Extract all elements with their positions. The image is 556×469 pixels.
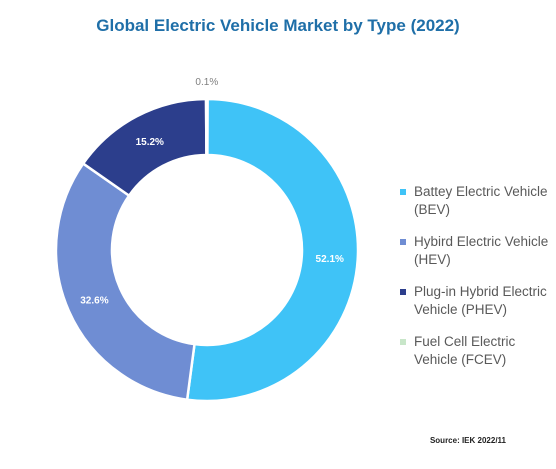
data-label-phev: 15.2% [136,137,164,148]
legend-item-fcev: Fuel Cell Electric Vehicle (FCEV) [400,333,550,369]
data-label-hev: 32.6% [80,296,108,307]
legend-label-hev: Hybird Electric Vehicle (HEV) [414,234,549,267]
donut-slice-fcev [204,97,209,157]
legend-label-fcev: Fuel Cell Electric Vehicle (FCEV) [414,334,516,367]
legend-label-bev: Battey Electric Vehicle (BEV) [414,184,548,217]
data-label-bev: 52.1% [316,254,344,265]
legend-item-hev: Hybird Electric Vehicle (HEV) [400,233,550,269]
chart-legend: Battey Electric Vehicle (BEV) Hybird Ele… [400,183,550,383]
legend-swatch-bev [400,189,406,195]
legend-swatch-hev [400,239,406,245]
source-note: Source: IEK 2022/11 [429,436,506,445]
legend-item-bev: Battey Electric Vehicle (BEV) [400,183,550,219]
donut-slice-hev [54,161,196,402]
legend-swatch-fcev [400,339,406,345]
donut-slice-bev [185,97,360,403]
chart-title: Global Electric Vehicle Market by Type (… [96,16,460,35]
legend-swatch-phev [400,289,406,295]
legend-item-phev: Plug-in Hybrid Electric Vehicle (PHEV) [400,283,550,319]
data-label-fcev: 0.1% [195,77,218,88]
legend-label-phev: Plug-in Hybrid Electric Vehicle (PHEV) [414,284,547,317]
